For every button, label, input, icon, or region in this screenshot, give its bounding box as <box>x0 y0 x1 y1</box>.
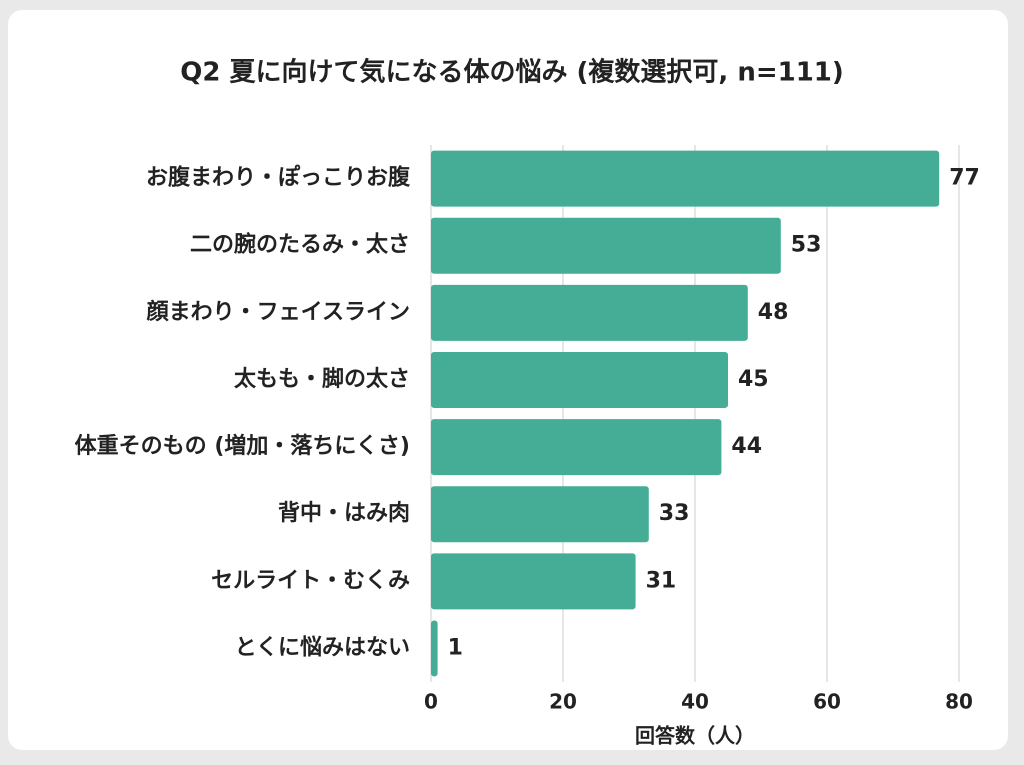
value-label: 1 <box>448 635 463 660</box>
y-tick-label: セルライト・むくみ <box>211 568 410 593</box>
value-label: 53 <box>791 233 822 258</box>
x-tick-label: 80 <box>945 690 973 714</box>
x-axis-label: 回答数（人） <box>635 724 755 748</box>
bar <box>431 150 940 207</box>
y-tick-label: とくに悩みはない <box>235 635 410 660</box>
value-label: 33 <box>659 501 690 526</box>
y-tick-label: お腹まわり・ぽっこりお腹 <box>146 165 411 191</box>
y-tick-label: 体重そのもの (増加・落ちにくさ) <box>75 433 410 459</box>
value-label: 31 <box>646 568 677 593</box>
y-tick-label: 二の腕のたるみ・太さ <box>190 232 410 258</box>
bar <box>431 486 649 543</box>
x-tick-label: 0 <box>424 690 438 714</box>
value-label: 45 <box>738 367 769 392</box>
y-tick-label: 顔まわり・フェイスライン <box>146 299 410 325</box>
value-label: 77 <box>949 166 980 191</box>
y-tick-label: 太もも・脚の太さ <box>234 367 410 392</box>
value-label: 48 <box>758 300 789 325</box>
x-tick-label: 40 <box>681 690 709 714</box>
bar <box>431 351 728 408</box>
x-tick-label: 60 <box>813 690 841 714</box>
bar <box>431 553 636 610</box>
bar <box>431 217 781 274</box>
y-tick-label: 背中・はみ肉 <box>278 501 410 526</box>
chart-title: Q2 夏に向けて気になる体の悩み (複数選択可, n=111) <box>180 57 844 88</box>
bar <box>431 284 748 341</box>
bar <box>431 620 438 677</box>
value-label: 44 <box>731 434 762 459</box>
x-tick-label: 20 <box>549 690 577 714</box>
bar <box>431 419 722 476</box>
